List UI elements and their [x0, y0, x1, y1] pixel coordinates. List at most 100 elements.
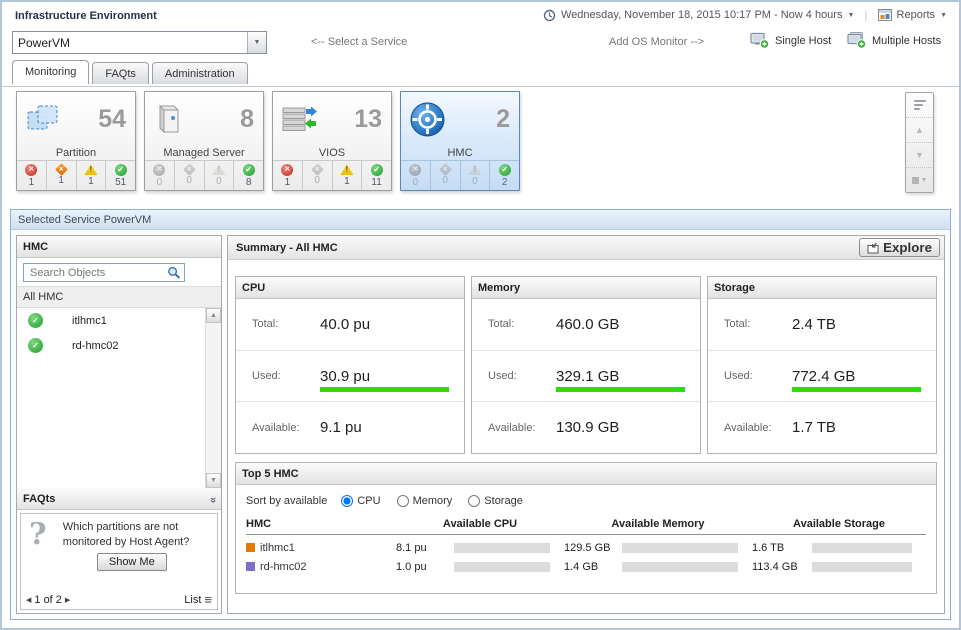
- sort-option-memory[interactable]: Memory: [396, 495, 452, 507]
- list-scrollbar[interactable]: ▲ ▼: [205, 308, 221, 488]
- search-input[interactable]: [28, 265, 167, 280]
- scroll-up-button[interactable]: ▲: [906, 117, 933, 142]
- status-fatal[interactable]: 0: [401, 161, 430, 190]
- table-row[interactable]: itlhmc1 8.1 pu 129.5 GB 1.6 TB: [236, 538, 936, 557]
- list-label: List: [184, 593, 202, 606]
- total-value: 40.0 pu: [320, 315, 371, 333]
- status-fatal[interactable]: 1: [17, 161, 46, 190]
- explore-button[interactable]: Explore: [859, 238, 940, 257]
- hmc-name-cell: itlhmc1: [246, 542, 396, 554]
- status-warning[interactable]: 0: [459, 161, 490, 190]
- chevron-down-icon[interactable]: ▼: [940, 11, 947, 19]
- divider: |: [864, 8, 868, 22]
- hmc-name-cell: rd-hmc02: [246, 561, 396, 573]
- row-label: Used:: [252, 370, 281, 382]
- memory-radio[interactable]: [396, 495, 409, 507]
- cpu-radio[interactable]: [341, 495, 354, 507]
- chevron-down-icon[interactable]: ▼: [847, 11, 855, 19]
- cpu-bar: [454, 561, 550, 572]
- tile-sort-button[interactable]: [906, 93, 933, 117]
- collapse-chevron-icon[interactable]: »: [206, 496, 219, 501]
- available-cpu-cell: 1.0 pu: [396, 561, 564, 573]
- service-select[interactable]: PowerVM ▼: [12, 31, 267, 54]
- previous-page-icon[interactable]: ◀: [26, 596, 32, 604]
- tile-top: 8: [145, 92, 263, 144]
- status-warning[interactable]: 1: [75, 161, 106, 190]
- search-box[interactable]: [23, 263, 185, 282]
- add-os-monitor-hint: Add OS Monitor -->: [609, 36, 705, 48]
- status-critical[interactable]: 0: [173, 161, 204, 190]
- page-indicator: 1 of 2: [34, 593, 62, 606]
- next-page-icon[interactable]: ▶: [64, 596, 71, 604]
- list-item-rd-hmc02[interactable]: rd-hmc02: [17, 333, 221, 358]
- faqts-header[interactable]: FAQts »: [17, 488, 221, 510]
- card-title: CPU: [236, 277, 464, 299]
- tile-view-button[interactable]: ▼: [906, 167, 933, 192]
- single-host-button[interactable]: Single Host: [750, 32, 831, 49]
- status-fatal[interactable]: 0: [145, 161, 174, 190]
- column-header-available-storage: Available Storage: [793, 518, 885, 530]
- show-me-button[interactable]: Show Me: [96, 553, 167, 571]
- status-count: 1: [88, 176, 94, 187]
- table-row[interactable]: rd-hmc02 1.0 pu 1.4 GB 113.4 GB: [236, 557, 936, 576]
- status-critical[interactable]: 0: [301, 161, 332, 190]
- list-item-label: rd-hmc02: [72, 339, 119, 352]
- multiple-hosts-button[interactable]: Multiple Hosts: [847, 32, 941, 49]
- time-range-selector[interactable]: Wednesday, November 18, 2015 10:17 PM - …: [561, 9, 843, 21]
- scroll-up-button[interactable]: ▲: [206, 308, 221, 323]
- hmc-sidebar: HMC All HMC itlhmc1 rd-hmc02: [16, 235, 222, 614]
- search-icon[interactable]: [167, 266, 181, 279]
- list-item-itlhmc1[interactable]: itlhmc1: [17, 308, 221, 333]
- status-fatal[interactable]: 1: [273, 161, 302, 190]
- status-warning[interactable]: 0: [203, 161, 234, 190]
- total-row: Total: 2.4 TB: [708, 299, 936, 350]
- used-row: Used: 329.1 GB: [472, 349, 700, 402]
- status-normal[interactable]: 2: [489, 161, 519, 190]
- page-title: Infrastructure Environment: [15, 10, 157, 22]
- service-select-dropdown-button[interactable]: ▼: [247, 32, 266, 53]
- tile-status-row: 1 1 1 51: [17, 160, 135, 190]
- tile-vios[interactable]: 13 VIOS 1 0 1 11: [272, 91, 392, 191]
- up-arrow-icon: ▲: [210, 312, 217, 319]
- scroll-down-button[interactable]: ▼: [206, 473, 221, 488]
- scroll-down-button[interactable]: ▼: [906, 142, 933, 167]
- status-normal[interactable]: 8: [233, 161, 263, 190]
- storage-radio[interactable]: [468, 495, 481, 507]
- faqts-section: ? Which partitions are not monitored by …: [17, 510, 221, 613]
- sort-option-storage[interactable]: Storage: [468, 495, 523, 507]
- total-value: 460.0 GB: [556, 315, 620, 333]
- status-normal[interactable]: 51: [105, 161, 135, 190]
- fatal-icon: [25, 163, 38, 176]
- hmc-name[interactable]: rd-hmc02: [260, 560, 307, 573]
- cpu-bar: [454, 542, 550, 553]
- sidebar-group-all-hmc[interactable]: All HMC: [17, 286, 221, 308]
- faq-list-toggle[interactable]: List ≡: [184, 592, 212, 607]
- reports-menu[interactable]: Reports: [896, 9, 936, 21]
- memory-bar: [622, 542, 738, 553]
- available-cpu-cell: 8.1 pu: [396, 542, 564, 554]
- view-icon: [911, 176, 919, 184]
- tile-managed-server[interactable]: 8 Managed Server 0 0 0 8: [144, 91, 264, 191]
- row-label: Total:: [488, 318, 515, 331]
- critical-icon: [438, 163, 452, 176]
- normal-icon: [370, 163, 383, 176]
- tab-faqts[interactable]: FAQts: [92, 62, 149, 84]
- status-normal[interactable]: 11: [361, 161, 391, 190]
- chevron-down-icon: ▼: [253, 39, 261, 46]
- card-title: Storage: [708, 277, 936, 299]
- status-critical[interactable]: 0: [429, 161, 460, 190]
- table-header-divider: [246, 534, 926, 535]
- tile-hmc[interactable]: 2 HMC 0 0 0 2: [400, 91, 520, 191]
- available-value: 1.7 TB: [792, 419, 836, 437]
- tab-administration[interactable]: Administration: [151, 62, 248, 84]
- status-warning[interactable]: 1: [331, 161, 362, 190]
- status-critical[interactable]: 1: [45, 161, 76, 190]
- used-bar: [792, 387, 921, 393]
- tab-monitoring[interactable]: Monitoring: [12, 60, 90, 84]
- storage-bar: [812, 542, 912, 553]
- sort-option-cpu[interactable]: CPU: [341, 495, 381, 507]
- tile-partition[interactable]: 54 Partition 1 1 1 51: [16, 91, 136, 191]
- faq-content: Which partitions are not monitored by Ho…: [51, 520, 213, 591]
- summary-panel: Summary - All HMC Explore CPU Total: 40.…: [227, 235, 945, 614]
- hmc-name[interactable]: itlhmc1: [260, 541, 295, 554]
